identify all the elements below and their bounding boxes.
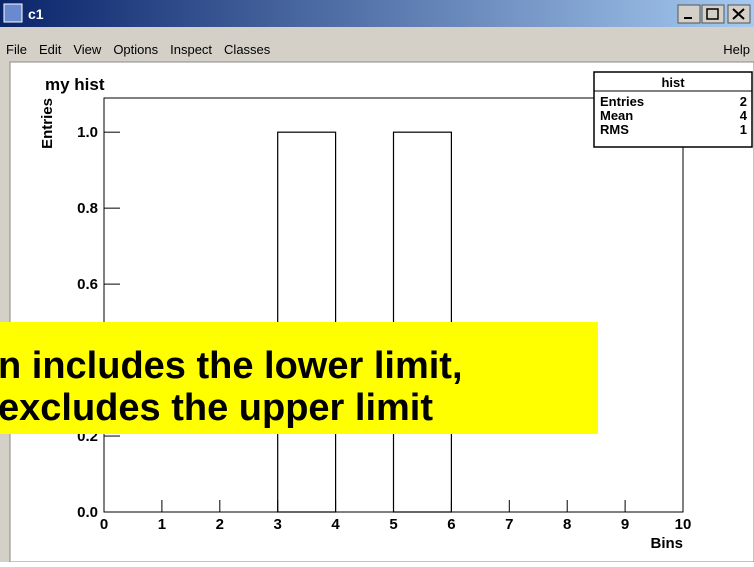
y-tick-label: 0.0	[77, 504, 98, 521]
x-tick-label: 6	[447, 516, 455, 533]
x-tick-label: 5	[389, 516, 397, 533]
stats-title: hist	[661, 75, 685, 90]
menu-item[interactable]: View	[73, 42, 102, 57]
y-axis-label: Entries	[39, 98, 56, 149]
y-tick-label: 0.6	[77, 276, 98, 293]
x-tick-label: 8	[563, 516, 571, 533]
x-tick-label: 4	[331, 516, 340, 533]
stats-label: Mean	[600, 108, 633, 123]
maximize-button[interactable]	[701, 4, 725, 24]
x-tick-label: 9	[621, 516, 629, 533]
y-tick-label: 0.8	[77, 200, 98, 217]
stats-value: 1	[740, 122, 747, 137]
window-buttons[interactable]	[677, 4, 751, 24]
stats-label: RMS	[600, 122, 629, 137]
stats-value: 2	[740, 94, 747, 109]
menu-item[interactable]: Inspect	[170, 42, 212, 57]
menu-item[interactable]: Options	[113, 42, 158, 57]
stats-label: Entries	[600, 94, 644, 109]
annotation-box	[0, 322, 598, 434]
menu-item[interactable]: Classes	[224, 42, 271, 57]
x-tick-label: 0	[100, 516, 108, 533]
x-tick-label: 7	[505, 516, 513, 533]
app-icon	[3, 3, 23, 23]
help-menu[interactable]: Help	[723, 42, 750, 57]
title-bar	[0, 0, 754, 27]
annotation: n includes the lower limit,excludes the …	[0, 322, 598, 434]
stats-frame	[593, 71, 753, 148]
minimize-button[interactable]	[677, 4, 701, 24]
annotation-text: excludes the upper limit	[0, 387, 433, 429]
x-tick-label: 1	[158, 516, 166, 533]
x-tick-label: 2	[216, 516, 224, 533]
annotation-text: n includes the lower limit,	[0, 345, 463, 387]
x-tick-label: 10	[675, 516, 692, 533]
menu-item[interactable]: File	[6, 42, 27, 57]
menu-item[interactable]: Edit	[39, 42, 62, 57]
window-title: c1	[28, 6, 44, 22]
stats-box: hist Entries 2 Mean 4 RMS 1	[593, 71, 753, 148]
stats-value: 4	[740, 108, 748, 123]
y-tick-label: 1.0	[77, 124, 98, 141]
menu-bar: File Edit View Options Inspect Classes	[6, 42, 271, 57]
x-axis-label: Bins	[650, 535, 683, 552]
x-tick-label: 3	[274, 516, 282, 533]
plot: my hist0.00.20.40.60.81.0012345678910Bin…	[39, 71, 753, 552]
chart-title: my hist	[45, 75, 105, 94]
